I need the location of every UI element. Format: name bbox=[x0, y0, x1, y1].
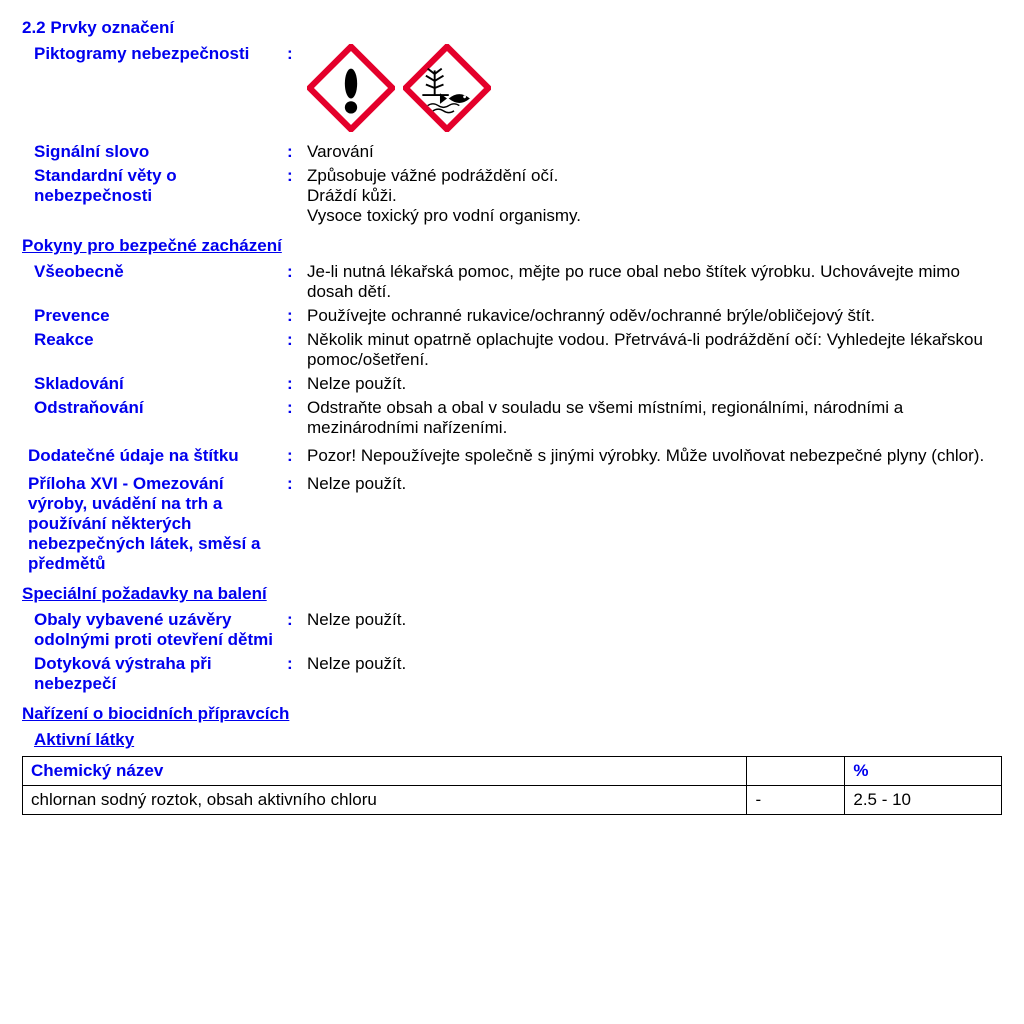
kv-value: Nelze použít. bbox=[307, 654, 1002, 674]
kv-label: Reakce bbox=[22, 330, 287, 350]
value-pictograms bbox=[307, 44, 1002, 132]
colon: : bbox=[287, 474, 307, 494]
heading-precautions: Pokyny pro bezpečné zacházení bbox=[22, 236, 1002, 256]
hazard-line: Dráždí kůži. bbox=[307, 186, 992, 206]
colon: : bbox=[287, 166, 307, 186]
colon: : bbox=[287, 398, 307, 418]
value-supplemental: Pozor! Nepoužívejte společně s jinými vý… bbox=[307, 446, 1002, 466]
label-annex-xvi: Příloha XVI - Omezování výroby, uvádění … bbox=[22, 474, 287, 574]
heading-packaging: Speciální požadavky na balení bbox=[22, 584, 1002, 604]
kv-row: Všeobecně:Je-li nutná lékařská pomoc, mě… bbox=[22, 262, 1002, 302]
kv-label: Obaly vybavené uzávěry odolnými proti ot… bbox=[22, 610, 287, 650]
kv-value: Nelze použít. bbox=[307, 610, 1002, 630]
row-pictograms: Piktogramy nebezpečnosti : bbox=[22, 44, 1002, 132]
kv-row: Skladování:Nelze použít. bbox=[22, 374, 1002, 394]
value-signal-word: Varování bbox=[307, 142, 1002, 162]
composition-table: Chemický název % chlornan sodný roztok, … bbox=[22, 756, 1002, 815]
hazard-line: Způsobuje vážné podráždění očí. bbox=[307, 166, 992, 186]
section-title: 2.2 Prvky označení bbox=[22, 18, 1002, 38]
ghs-environment-icon bbox=[403, 44, 491, 132]
table-header: Chemický název bbox=[23, 757, 747, 786]
row-annex-xvi: Příloha XVI - Omezování výroby, uvádění … bbox=[22, 474, 1002, 574]
table-header-row: Chemický název % bbox=[23, 757, 1002, 786]
colon: : bbox=[287, 374, 307, 394]
value-hazard-statements: Způsobuje vážné podráždění očí. Dráždí k… bbox=[307, 166, 1002, 226]
kv-value: Nelze použít. bbox=[307, 374, 1002, 394]
kv-value: Několik minut opatrně oplachujte vodou. … bbox=[307, 330, 1002, 370]
table-cell: 2.5 - 10 bbox=[845, 786, 1002, 815]
table-header: % bbox=[845, 757, 1002, 786]
colon: : bbox=[287, 44, 307, 64]
kv-row: Reakce:Několik minut opatrně oplachujte … bbox=[22, 330, 1002, 370]
kv-value: Je-li nutná lékařská pomoc, mějte po ruc… bbox=[307, 262, 1002, 302]
table-header bbox=[747, 757, 845, 786]
kv-label: Odstraňování bbox=[22, 398, 287, 418]
colon: : bbox=[287, 142, 307, 162]
label-hazard-statements: Standardní věty o nebezpečnosti bbox=[22, 166, 287, 206]
kv-value: Odstraňte obsah a obal v souladu se všem… bbox=[307, 398, 1002, 438]
hazard-line: Vysoce toxický pro vodní organismy. bbox=[307, 206, 992, 226]
ghs-exclamation-icon bbox=[307, 44, 395, 132]
value-annex-xvi: Nelze použít. bbox=[307, 474, 1002, 494]
row-hazard-statements: Standardní věty o nebezpečnosti : Způsob… bbox=[22, 166, 1002, 226]
table-row: chlornan sodný roztok, obsah aktivního c… bbox=[23, 786, 1002, 815]
label-pictograms: Piktogramy nebezpečnosti bbox=[22, 44, 287, 64]
heading-biocide: Nařízení o biocidních přípravcích bbox=[22, 704, 1002, 724]
label-signal-word: Signální slovo bbox=[22, 142, 287, 162]
colon: : bbox=[287, 330, 307, 350]
kv-row: Dotyková výstraha při nebezpečí:Nelze po… bbox=[22, 654, 1002, 694]
row-signal-word: Signální slovo : Varování bbox=[22, 142, 1002, 162]
colon: : bbox=[287, 262, 307, 282]
row-supplemental: Dodatečné údaje na štítku : Pozor! Nepou… bbox=[22, 446, 1002, 466]
kv-label: Skladování bbox=[22, 374, 287, 394]
table-cell: - bbox=[747, 786, 845, 815]
heading-active-substances: Aktivní látky bbox=[22, 730, 1002, 750]
colon: : bbox=[287, 610, 307, 630]
colon: : bbox=[287, 654, 307, 674]
colon: : bbox=[287, 306, 307, 326]
kv-row: Prevence:Používejte ochranné rukavice/oc… bbox=[22, 306, 1002, 326]
colon: : bbox=[287, 446, 307, 466]
kv-label: Dotyková výstraha při nebezpečí bbox=[22, 654, 287, 694]
kv-label: Všeobecně bbox=[22, 262, 287, 282]
kv-row: Obaly vybavené uzávěry odolnými proti ot… bbox=[22, 610, 1002, 650]
kv-value: Používejte ochranné rukavice/ochranný od… bbox=[307, 306, 1002, 326]
kv-row: Odstraňování:Odstraňte obsah a obal v so… bbox=[22, 398, 1002, 438]
kv-label: Prevence bbox=[22, 306, 287, 326]
table-cell: chlornan sodný roztok, obsah aktivního c… bbox=[23, 786, 747, 815]
label-supplemental: Dodatečné údaje na štítku bbox=[22, 446, 287, 466]
